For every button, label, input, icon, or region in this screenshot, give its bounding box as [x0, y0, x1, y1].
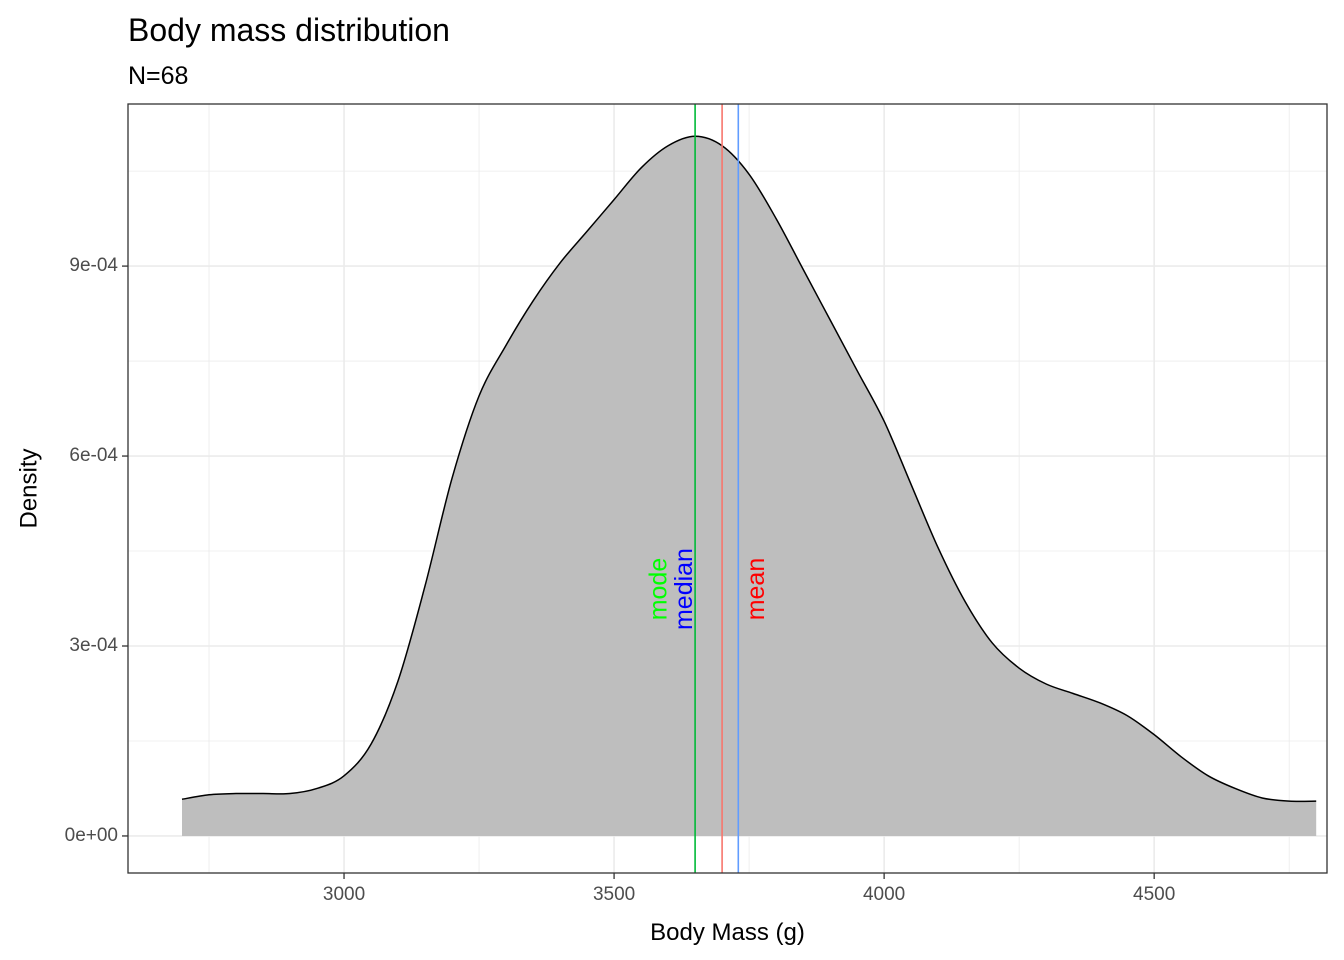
chart-subtitle: N=68: [128, 62, 189, 90]
y-axis-ticks: 0e+00 3e-04 6e-04 9e-04: [65, 255, 128, 846]
x-axis-ticks: 3000 3500 4000 4500: [323, 873, 1175, 905]
mean-label: mean: [742, 558, 770, 621]
mode-label: mode: [645, 558, 673, 621]
y-axis-title: Density: [15, 448, 42, 528]
plot-panel-border: [127, 103, 1328, 874]
y-tick-label: 9e-04: [69, 255, 118, 276]
y-tick-label: 0e+00: [65, 825, 118, 846]
x-tick-label: 3000: [323, 884, 365, 905]
x-tick-label: 4500: [1133, 884, 1175, 905]
y-tick-label: 6e-04: [69, 445, 118, 466]
stat-lines: [694, 104, 740, 873]
y-tick-label: 3e-04: [69, 635, 118, 656]
median-label: median: [670, 548, 698, 630]
x-tick-label: 4000: [863, 884, 905, 905]
density-curve: [181, 135, 1317, 803]
chart-title: Body mass distribution: [128, 12, 450, 48]
x-axis-title: Body Mass (g): [650, 919, 805, 946]
density-area: [182, 136, 1317, 836]
x-tick-label: 3500: [593, 884, 635, 905]
